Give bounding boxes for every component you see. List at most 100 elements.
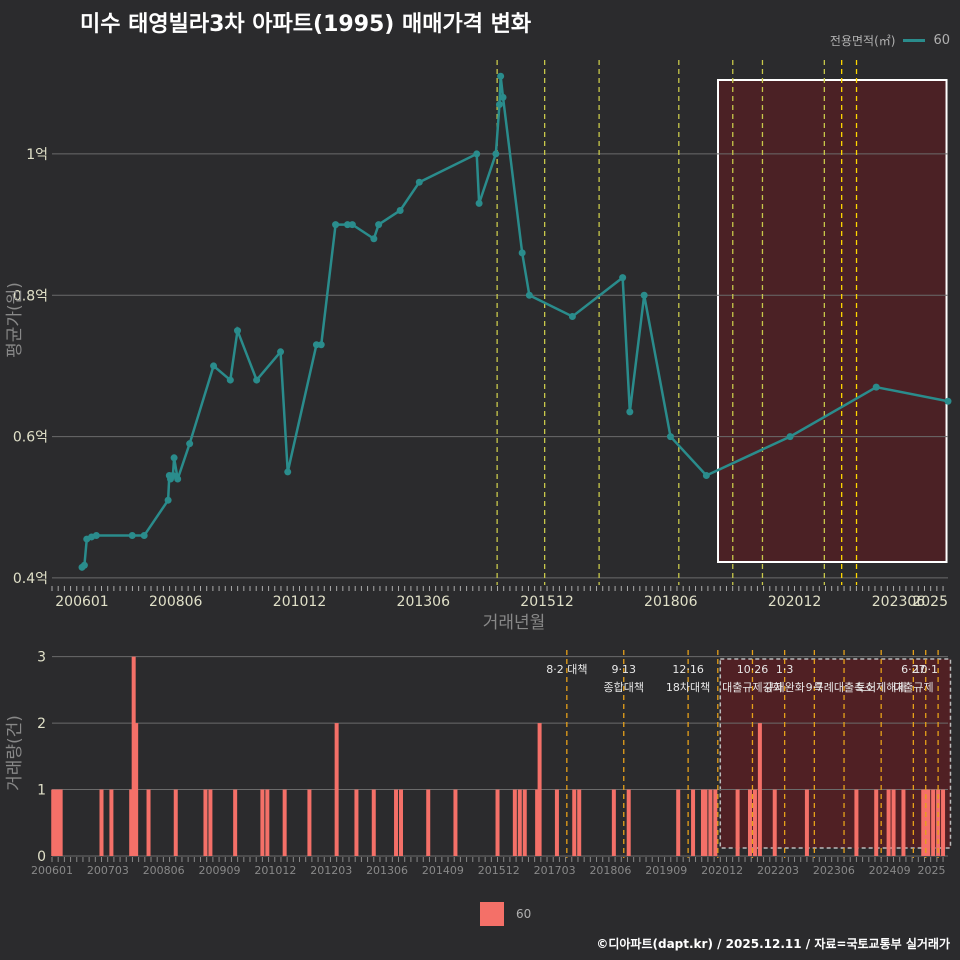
policy-date-label: 10·26 [737,663,769,676]
volume-bar [577,789,582,856]
volume-bar [703,789,708,856]
volume-bar [874,789,879,856]
legend-series-label: 60 [933,33,950,48]
highlight-period-box [717,79,948,563]
volume-bar [708,789,713,856]
policy-date-label: 8·2 대책 [546,663,587,676]
volume-bar [700,789,705,856]
price-data-point [284,468,292,476]
x-tick-label: 202012 [768,594,821,610]
bar-x-tick-label: 201203 [310,864,352,877]
volume-bar [334,723,339,856]
x-tick-label: 201512 [520,594,573,610]
bar-x-tick-label: 201909 [645,864,687,877]
price-data-point [640,291,648,299]
volume-bar [804,789,809,856]
chart-title: 미수 태영빌라3차 아파트(1995) 매매가격 변화 [80,12,532,37]
volume-bar [691,789,696,856]
legend-title: 전용면적(㎡) [829,34,896,48]
bar-x-tick-label: 202306 [813,864,855,877]
bar-x-tick-label: 201306 [366,864,408,877]
volume-bar [53,789,58,856]
price-data-point [786,433,794,441]
volume-bar [426,789,431,856]
policy-label: 특례대출축소 [814,681,875,694]
legend-bar-swatch [480,902,504,926]
price-data-point [518,249,526,257]
volume-bar [307,789,312,856]
volume-bar [51,789,56,856]
price-data-point [944,397,952,405]
price-data-point [277,348,285,356]
volume-bar [752,789,757,856]
bar-x-tick-label: 201012 [254,864,296,877]
policy-label: 규제완화 [764,681,804,694]
price-data-point [415,178,423,186]
price-data-point [499,93,507,101]
policy-date-label: 10·1 [913,663,938,676]
price-data-point [164,496,172,504]
bar-x-tick-label: 200703 [87,864,129,877]
bar-x-tick-label: 200601 [31,864,73,877]
x-tick-label: 202306 [872,594,926,610]
volume-bar [99,789,104,856]
x-tick-label: 200806 [149,594,203,610]
volume-bar [146,789,151,856]
volume-bar [747,789,752,856]
volume-bar [735,789,740,856]
volume-bar [891,789,896,856]
policy-date-label: 6·27 [901,663,926,676]
volume-bar [260,789,265,856]
price-data-point [80,561,88,569]
price-data-point [492,150,500,158]
price-data-point [186,440,194,448]
price-data-point [312,341,320,349]
volume-bar [208,789,213,856]
volume-bar [886,789,891,856]
x-tick-label: 201306 [397,594,451,610]
volume-bar [512,789,517,856]
volume-bar [554,789,559,856]
policy-label: 18차대책 [666,681,710,694]
price-data-point [525,291,533,299]
price-data-point [233,327,241,335]
price-data-point [495,100,503,108]
volume-bar [173,789,178,856]
y-tick-label: 0.8억 [13,288,48,304]
price-data-point [370,235,378,243]
volume-bar [713,789,718,856]
x-tick-label: 200601 [55,594,108,610]
policy-label: 9·7 [806,681,824,694]
price-data-point [140,532,148,540]
volume-bar [282,789,287,856]
volume-bar [134,723,139,856]
bar-x-tick-label: 2025 [918,864,946,877]
price-data-point [702,471,710,479]
volume-bar [941,789,946,856]
bar-y-tick-label: 3 [37,650,46,666]
price-data-point [317,341,325,349]
volume-bar [265,789,270,856]
volume-bar [676,789,681,856]
price-data-point [226,376,234,384]
y-tick-label: 0.4억 [13,571,48,587]
price-data-point [375,221,383,229]
bar-x-tick-label: 202012 [701,864,743,877]
bar-x-tick-label: 200806 [143,864,185,877]
bar-x-tick-label: 201806 [589,864,631,877]
y-tick-label: 0.6억 [13,430,48,446]
volume-bar [535,789,540,856]
bar-x-tick-label: 201409 [422,864,464,877]
bar-x-tick-label: 202409 [869,864,911,877]
volume-bar [371,789,376,856]
policy-label: 종합대책 [604,681,644,694]
bar-legend: 60 [480,902,531,926]
line-legend: 전용면적(㎡) 60 [830,32,950,49]
policy-label: 대출규제강화 [722,681,783,694]
volume-bar [354,789,359,856]
x-tick-label: 201012 [273,594,326,610]
price-data-point [174,475,182,483]
legend-line-swatch [903,39,926,42]
policy-date-label: 12·16 [672,663,704,676]
bar-x-tick-label: 200909 [199,864,241,877]
